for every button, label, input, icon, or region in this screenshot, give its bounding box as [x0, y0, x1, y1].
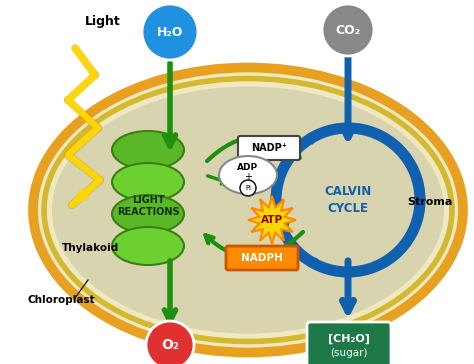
Text: Light: Light	[85, 16, 121, 28]
Ellipse shape	[44, 79, 452, 341]
Text: Pi: Pi	[245, 185, 251, 191]
Text: NADP⁺: NADP⁺	[251, 143, 287, 153]
Text: Stroma: Stroma	[407, 197, 453, 207]
Ellipse shape	[112, 227, 184, 265]
FancyBboxPatch shape	[226, 246, 298, 270]
FancyBboxPatch shape	[238, 136, 300, 160]
Polygon shape	[248, 196, 296, 244]
Text: CALVIN
CYCLE: CALVIN CYCLE	[324, 185, 372, 215]
Ellipse shape	[33, 67, 463, 352]
Text: +: +	[244, 172, 252, 182]
Text: O₂: O₂	[161, 338, 179, 352]
Ellipse shape	[112, 131, 184, 169]
Text: CO₂: CO₂	[336, 24, 361, 36]
Circle shape	[322, 4, 374, 56]
Ellipse shape	[112, 163, 184, 201]
Text: H₂O: H₂O	[157, 25, 183, 39]
Circle shape	[142, 4, 198, 60]
Text: LIGHT
REACTIONS: LIGHT REACTIONS	[117, 195, 179, 217]
Text: [CH₂O]: [CH₂O]	[328, 334, 370, 344]
Circle shape	[146, 321, 194, 364]
Text: Thylakoid: Thylakoid	[62, 243, 119, 253]
Ellipse shape	[52, 87, 444, 333]
Text: (sugar): (sugar)	[330, 348, 368, 358]
Ellipse shape	[112, 195, 184, 233]
Circle shape	[240, 180, 256, 196]
Text: Chloroplast: Chloroplast	[28, 295, 96, 305]
Text: ADP: ADP	[237, 162, 258, 171]
Ellipse shape	[219, 156, 277, 194]
Text: ATP: ATP	[261, 215, 283, 225]
FancyBboxPatch shape	[307, 322, 391, 364]
Text: NADPH: NADPH	[241, 253, 283, 263]
